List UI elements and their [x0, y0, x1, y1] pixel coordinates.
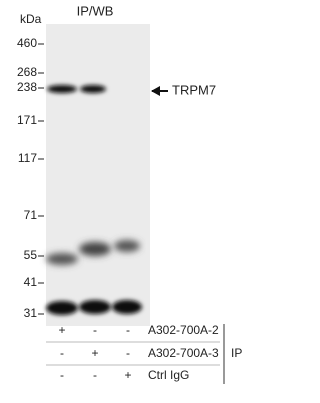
group-label: IP	[231, 346, 242, 360]
marker-label: 238	[17, 80, 37, 94]
bands	[46, 85, 142, 315]
marker-label: 55	[24, 248, 38, 262]
lane-cell: -	[93, 323, 97, 337]
marker-label: 31	[24, 306, 38, 320]
figure-title: IP/WB	[77, 3, 114, 18]
lane-table: + - - A302-700A-2 - + - A302-700A-3 - - + Ctrl IgG	[46, 323, 220, 382]
band	[80, 85, 106, 93]
band	[46, 301, 78, 315]
blot-membrane	[46, 24, 150, 326]
marker-label: 171	[17, 113, 37, 127]
marker-label: 71	[24, 208, 38, 222]
band	[46, 253, 78, 265]
lane-cell: +	[124, 368, 131, 382]
band	[79, 242, 111, 256]
row-label: Ctrl IgG	[148, 368, 189, 382]
band	[79, 300, 111, 314]
band	[112, 300, 142, 314]
lane-cell: -	[60, 368, 64, 382]
row-label: A302-700A-2	[148, 323, 219, 337]
marker-label: 268	[17, 65, 37, 79]
lane-cell: -	[60, 346, 64, 360]
marker-unit: kDa	[20, 12, 42, 26]
lane-cell: +	[91, 346, 98, 360]
marker-label: 41	[24, 275, 38, 289]
target-arrowhead	[151, 86, 160, 96]
band	[114, 240, 140, 252]
row-label: A302-700A-3	[148, 346, 219, 360]
lane-cell: -	[126, 323, 130, 337]
target-label: TRPM7	[172, 82, 216, 97]
lane-cell: +	[58, 323, 65, 337]
marker-label: 460	[17, 36, 37, 50]
band	[47, 85, 77, 93]
marker-label: 117	[18, 151, 37, 165]
lane-cell: -	[93, 368, 97, 382]
lane-cell: -	[126, 346, 130, 360]
